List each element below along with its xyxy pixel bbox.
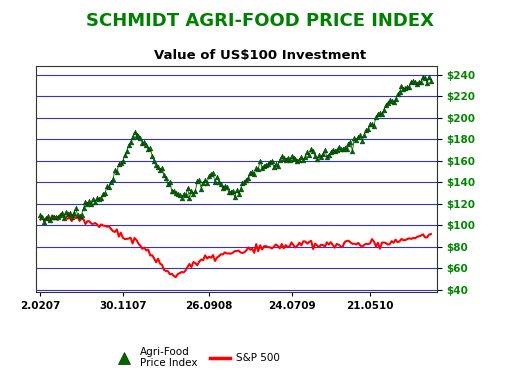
Text: SCHMIDT AGRI-FOOD PRICE INDEX: SCHMIDT AGRI-FOOD PRICE INDEX	[86, 12, 434, 30]
Legend: Agri-Food
Price Index, S&P 500: Agri-Food Price Index, S&P 500	[109, 342, 284, 372]
Text: Value of US$100 Investment: Value of US$100 Investment	[154, 49, 366, 61]
